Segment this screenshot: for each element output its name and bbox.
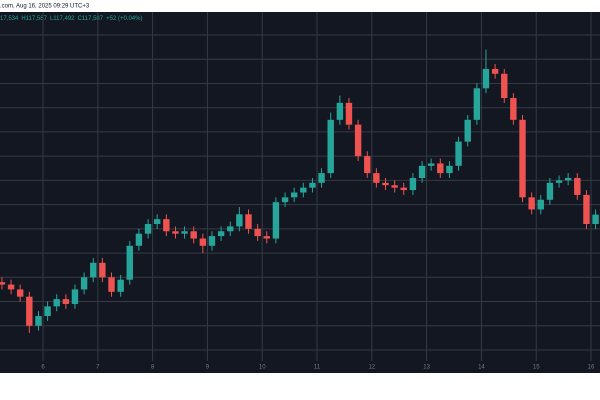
candle-body <box>181 231 188 234</box>
ohlc-value: +52 (+0.04%) <box>106 16 142 22</box>
candle-body <box>446 165 453 174</box>
candle-body <box>473 88 481 120</box>
candle-body <box>144 223 152 234</box>
candle-body <box>409 177 417 191</box>
candle-body <box>555 180 563 183</box>
candle-body <box>537 199 544 210</box>
candle-body <box>281 197 289 203</box>
header-bar <box>0 0 600 12</box>
x-tick-label: 14 <box>478 365 485 371</box>
x-tick-label: 11 <box>314 365 321 371</box>
candle-body <box>455 141 462 166</box>
x-tick-label: 8 <box>151 365 155 371</box>
candle-body <box>126 245 133 280</box>
candle-body <box>309 182 316 188</box>
candle-body <box>108 277 115 292</box>
candle-body <box>208 236 216 246</box>
ohlc-readout: 17,534 H117,587 L117,492 C117,587 +52 (+0.04… <box>0 16 142 22</box>
ohlc-value: 17,534 <box>0 16 19 22</box>
candle-body <box>26 296 33 326</box>
candle-body <box>236 214 243 227</box>
candle-body <box>400 187 407 191</box>
candle-body <box>7 284 15 290</box>
candle-body <box>254 228 261 237</box>
x-tick-label: 16 <box>588 365 595 371</box>
x-tick-label: 9 <box>206 365 210 371</box>
candle-body <box>491 68 499 74</box>
candle-body <box>190 231 197 239</box>
candle-body <box>364 156 371 174</box>
candle-body <box>117 279 124 292</box>
candle-body <box>574 177 581 195</box>
ohlc-value: H117,587 <box>21 16 47 22</box>
candle-body <box>62 299 70 304</box>
candle-body <box>44 306 51 317</box>
candle-body <box>163 219 170 232</box>
candle-body <box>80 277 88 290</box>
candle-body <box>391 185 398 188</box>
candle-body <box>300 187 307 193</box>
grid: 6 7 8 9 10 11 12 13 14 15 16 <box>0 12 600 371</box>
candle-body <box>510 98 517 120</box>
candle-body <box>354 124 362 157</box>
candle-body <box>53 299 60 307</box>
candle-body <box>71 289 79 304</box>
candle-body <box>437 163 444 174</box>
ohlc-text: 17,534 H117,587 L117,492 C117,587 +52 (+0.04… <box>0 16 142 22</box>
candle-body <box>245 214 252 229</box>
candle-body <box>153 219 161 224</box>
candle-body <box>318 173 325 183</box>
x-tick-label: 7 <box>96 365 100 371</box>
ohlc-value: C117,587 <box>78 16 104 22</box>
candle-body <box>290 192 298 198</box>
candle-body <box>564 177 572 181</box>
candle-body <box>172 231 179 234</box>
candle-body <box>519 119 526 198</box>
candle-body <box>35 316 42 326</box>
x-tick-label: 13 <box>423 365 430 371</box>
chart-title: .com, Aug 16, 2025 09:29 UTC+3 <box>0 4 90 10</box>
candle-body <box>528 197 535 210</box>
candle-body <box>327 119 334 174</box>
candle-body <box>501 73 508 99</box>
x-tick-label: 15 <box>533 365 540 371</box>
candles <box>0 49 599 334</box>
candle-body <box>592 214 599 224</box>
plot-background <box>0 12 600 373</box>
footer-bar <box>0 373 600 400</box>
candle-body <box>482 68 490 89</box>
candle-body <box>583 194 590 224</box>
candle-body <box>135 233 143 246</box>
x-tick-label: 12 <box>368 365 375 371</box>
candle-body <box>418 165 426 178</box>
candle-body <box>546 182 554 200</box>
x-tick-label: 6 <box>41 365 45 371</box>
candle-body <box>0 282 6 285</box>
candle-body <box>99 262 106 278</box>
candle-body <box>227 226 234 232</box>
ohlc-value: L117,492 <box>50 16 75 22</box>
candle-body <box>90 262 97 278</box>
candle-body <box>336 102 344 120</box>
candle-body <box>199 238 207 246</box>
candle-body <box>16 289 24 297</box>
candle-body <box>427 163 435 166</box>
candle-body <box>382 182 389 186</box>
candle-body <box>217 231 225 237</box>
candle-body <box>464 119 471 142</box>
candle-body <box>345 102 353 125</box>
candle-body <box>373 173 380 183</box>
candle-body <box>263 236 270 239</box>
x-tick-label: 10 <box>259 365 266 371</box>
candle-body <box>272 202 280 239</box>
